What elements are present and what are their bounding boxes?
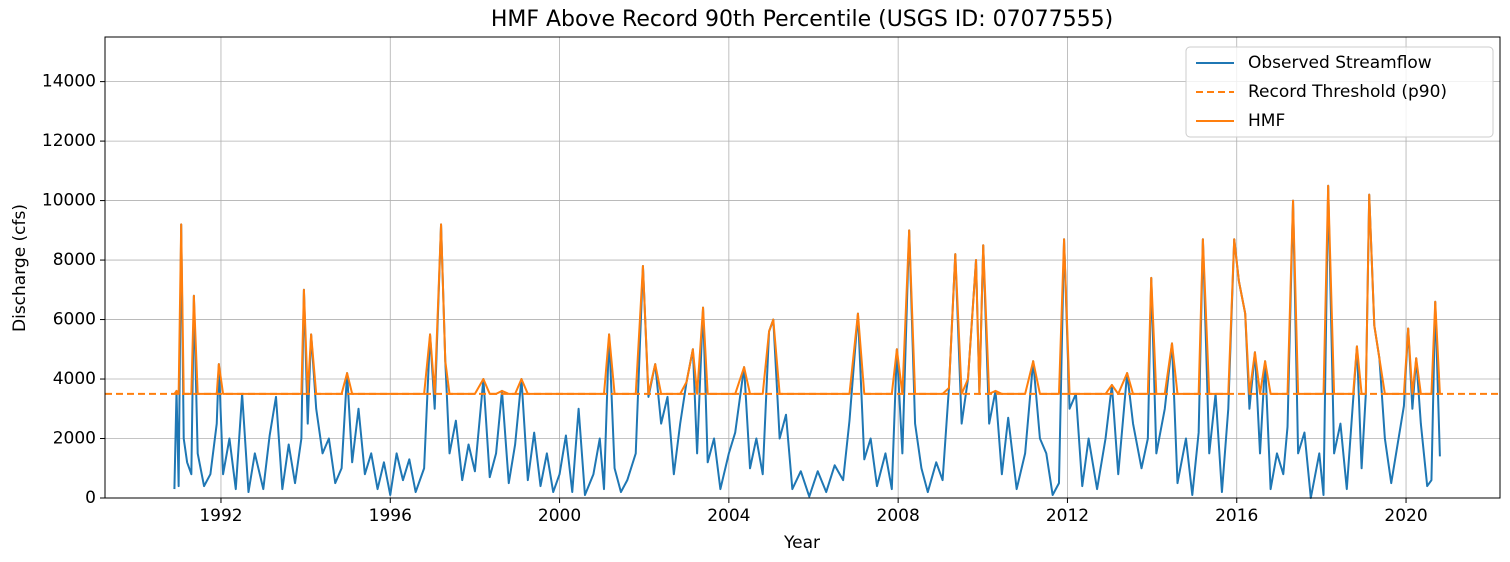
legend-label: Record Threshold (p90) bbox=[1248, 82, 1447, 102]
x-tick-label: 2016 bbox=[1215, 506, 1258, 526]
y-tick-label: 12000 bbox=[42, 131, 96, 151]
chart-title: HMF Above Record 90th Percentile (USGS I… bbox=[491, 7, 1113, 32]
x-tick-label: 2012 bbox=[1046, 506, 1089, 526]
x-tick-label: 2008 bbox=[877, 506, 920, 526]
y-tick-label: 6000 bbox=[53, 310, 96, 330]
y-tick-label: 0 bbox=[85, 488, 96, 508]
legend-label: Observed Streamflow bbox=[1248, 53, 1432, 73]
y-tick-label: 10000 bbox=[42, 191, 96, 211]
data-line bbox=[173, 184, 1441, 499]
y-axis-label: Discharge (cfs) bbox=[10, 204, 30, 332]
legend: Observed Streamflow Record Threshold (p90… bbox=[1185, 46, 1494, 138]
x-tick-label: 2020 bbox=[1384, 506, 1427, 526]
y-tick-label: 4000 bbox=[53, 369, 96, 389]
x-tick-label: 2000 bbox=[538, 506, 581, 526]
x-tick-label: 2004 bbox=[707, 506, 750, 526]
y-tick-label: 8000 bbox=[53, 250, 96, 270]
y-tick-label: 2000 bbox=[53, 429, 96, 449]
plot-frame bbox=[104, 36, 1501, 499]
x-axis-label: Year bbox=[783, 533, 820, 553]
legend-box bbox=[1185, 46, 1494, 138]
data-line bbox=[173, 184, 1441, 395]
legend-label: HMF bbox=[1248, 111, 1285, 131]
x-tick-label: 1996 bbox=[369, 506, 412, 526]
y-tick-label: 14000 bbox=[42, 72, 96, 92]
x-tick-label: 1992 bbox=[199, 506, 242, 526]
